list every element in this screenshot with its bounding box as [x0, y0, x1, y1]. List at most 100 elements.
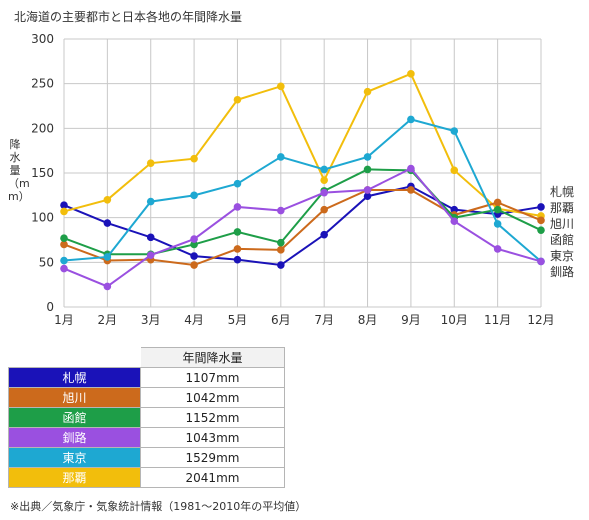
data-point: [190, 154, 198, 163]
data-point: [363, 87, 372, 96]
data-point: [320, 205, 328, 214]
data-point: [60, 234, 68, 243]
series-line: [63, 167, 542, 288]
data-point: [493, 245, 502, 253]
data-point: [450, 205, 459, 214]
series-end-label: 東京: [550, 249, 574, 263]
y-tick-label: 150: [31, 166, 54, 180]
x-tick-label: 12月: [527, 313, 554, 327]
city-name-cell: 釧路: [8, 427, 141, 448]
data-point: [407, 70, 415, 78]
data-point: [320, 188, 328, 197]
table-row: 函館 1152mm: [8, 407, 285, 428]
precipitation-value-cell: 1042mm: [140, 387, 285, 408]
city-name-cell: 旭川: [8, 387, 141, 408]
data-point: [277, 153, 285, 161]
precipitation-value-cell: 1043mm: [140, 427, 285, 448]
data-point: [320, 230, 328, 239]
y-tick-label: 250: [31, 77, 54, 91]
table-row: 旭川 1042mm: [8, 387, 285, 408]
data-point: [190, 191, 198, 200]
data-point: [537, 226, 545, 234]
data-point: [103, 219, 112, 227]
series-line: [63, 118, 542, 263]
data-point: [190, 261, 198, 269]
x-tick-label: 5月: [228, 313, 248, 327]
data-point: [146, 197, 155, 206]
data-point: [60, 201, 68, 209]
x-tick-label: 11月: [484, 313, 511, 327]
data-point: [233, 245, 242, 253]
x-tick-label: 6月: [271, 313, 291, 327]
annual-precipitation-table: 年間降水量 札幌 1107mm 旭川 1042mm 函館 1152mm 釧路 1043mm 東京…: [8, 347, 285, 488]
data-point: [363, 192, 372, 201]
data-point: [60, 207, 68, 216]
data-point: [407, 115, 415, 124]
precipitation-value-cell: 1152mm: [140, 407, 285, 428]
x-tick-label: 3月: [141, 313, 161, 327]
series-end-label: 函館: [550, 232, 574, 247]
city-name-cell: 函館: [8, 407, 141, 428]
data-point: [450, 127, 459, 135]
series-line: [63, 168, 542, 256]
x-tick-label: 10月: [441, 313, 468, 327]
data-point: [103, 196, 112, 204]
data-point: [146, 233, 155, 242]
data-point: [320, 176, 328, 184]
data-point: [146, 159, 155, 167]
table-row: 那覇 2041mm: [8, 467, 285, 488]
data-point: [363, 186, 372, 194]
x-tick-label: 9月: [401, 313, 421, 327]
data-point: [233, 203, 242, 211]
data-point: [277, 238, 285, 247]
table-row: 釧路 1043mm: [8, 427, 285, 448]
data-point: [277, 206, 285, 215]
data-point: [407, 164, 415, 173]
precipitation-value-cell: 2041mm: [140, 467, 285, 488]
table-row: 東京 1529mm: [8, 447, 285, 468]
data-point: [233, 228, 242, 236]
data-point: [450, 217, 459, 226]
series-end-label: 釧路: [550, 264, 574, 279]
precipitation-value-cell: 1107mm: [140, 367, 285, 388]
x-tick-label: 4月: [184, 313, 204, 327]
series-end-label: 札幌: [550, 184, 574, 199]
city-name-cell: 東京: [8, 447, 141, 468]
city-name-cell: 那覇: [8, 467, 141, 488]
table-header: 年間降水量: [140, 347, 285, 368]
data-point: [277, 82, 285, 91]
x-tick-label: 8月: [358, 313, 378, 327]
precipitation-value-cell: 1529mm: [140, 447, 285, 468]
data-point: [363, 153, 372, 161]
y-tick-label: 200: [31, 121, 54, 135]
x-tick-label: 2月: [98, 313, 118, 327]
data-point: [233, 179, 242, 188]
y-tick-label: 100: [31, 211, 54, 225]
data-point: [363, 165, 372, 174]
data-point: [277, 261, 285, 269]
data-point: [537, 203, 545, 211]
series-line: [63, 72, 542, 217]
data-point: [60, 264, 68, 273]
data-point: [190, 235, 198, 243]
data-point: [190, 240, 198, 249]
data-point: [103, 253, 112, 261]
source-note: ※出典／気象庁・気象統計情報（1981～2010年の平均値）: [10, 500, 307, 513]
series-end-label: 那覇: [550, 201, 574, 215]
data-point: [277, 246, 285, 254]
data-point: [60, 256, 68, 265]
y-tick-label: 50: [39, 255, 54, 269]
city-name-cell: 札幌: [8, 367, 141, 388]
data-point: [233, 255, 242, 264]
data-point: [146, 251, 155, 259]
series-line: [63, 185, 542, 267]
data-point: [537, 257, 545, 266]
x-tick-label: 1月: [54, 313, 74, 327]
data-point: [537, 216, 545, 225]
x-tick-label: 7月: [314, 313, 334, 327]
data-point: [190, 252, 198, 260]
data-point: [450, 166, 459, 175]
data-point: [233, 95, 242, 104]
y-tick-label: 0: [46, 300, 54, 314]
line-chart: 0 50 100 150 200 250 300 1月 2月 3月 4月 5月 6月 7月 8月 9月 10月 1…: [31, 32, 574, 327]
